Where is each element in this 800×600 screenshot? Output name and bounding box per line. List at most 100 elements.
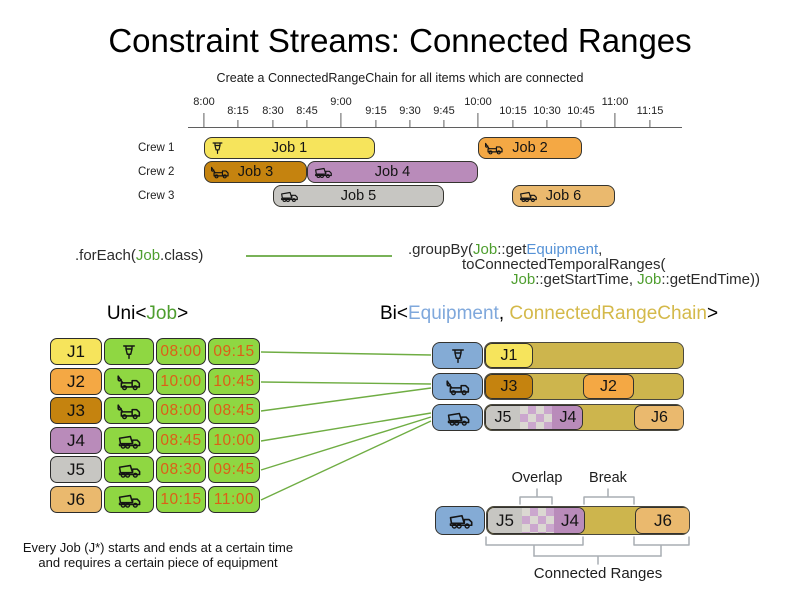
uni-row-j1-equipment xyxy=(104,338,154,365)
tick-label: 10:30 xyxy=(533,105,561,117)
segment-label: J2 xyxy=(600,377,617,395)
job-id: J4 xyxy=(67,430,85,450)
code-text: , xyxy=(598,241,603,258)
uni-row-j2-id: J2 xyxy=(50,368,102,395)
chain-segment-j3: J3 xyxy=(485,374,533,399)
jackhammer-icon xyxy=(210,141,225,156)
uni-row-j2-start: 10:00 xyxy=(156,368,206,395)
j4-part xyxy=(552,406,582,429)
bi-chain-row1: J1 xyxy=(484,342,684,369)
uni-row-j1-start: 08:00 xyxy=(156,338,206,365)
j4-part xyxy=(554,508,584,533)
job-id: J1 xyxy=(67,341,85,361)
gantt-bar-label: Job 1 xyxy=(271,140,308,156)
tick-label: 11:15 xyxy=(636,105,664,117)
crew-2-label: Crew 2 xyxy=(138,166,175,178)
dump-truck-icon xyxy=(313,165,333,179)
range1-bracket xyxy=(485,536,584,557)
code-text: toConnectedTemporalRanges( xyxy=(462,256,666,273)
tick-label: 9:30 xyxy=(399,105,421,117)
bi-chain-row2: J3 J2 xyxy=(484,373,684,400)
uni-row-j4-end: 10:00 xyxy=(208,427,260,454)
uni-row-j6-end: 11:00 xyxy=(208,486,260,513)
detail-segment-j5-j4-overlap: J5 J4 xyxy=(487,507,585,534)
gantt-bar-job1: Job 1 xyxy=(204,137,375,159)
job-id: J6 xyxy=(67,489,85,509)
code-text: .groupBy( xyxy=(408,241,474,258)
jackhammer-icon xyxy=(120,343,138,361)
job-id: J3 xyxy=(67,400,85,420)
range2-bracket xyxy=(633,536,690,557)
uni-row-j5-start: 08:30 xyxy=(156,456,206,483)
gantt-bar-job3: Job 3 xyxy=(204,161,307,183)
footer-note: Every Job (J*) starts and ends at a cert… xyxy=(10,540,306,570)
bi-header-equipment: Equipment xyxy=(408,303,499,324)
tick-label: 11:00 xyxy=(601,96,629,108)
uni-row-j3-id: J3 xyxy=(50,397,102,424)
end-time: 10:00 xyxy=(213,431,255,449)
gantt-bar-job6: Job 6 xyxy=(512,185,615,207)
end-time: 08:45 xyxy=(213,401,255,419)
end-time: 11:00 xyxy=(213,490,255,508)
start-time: 10:00 xyxy=(160,372,202,390)
end-time: 10:45 xyxy=(213,372,255,390)
stream-connector-line xyxy=(246,255,392,257)
bi-chain-row3: J5 J4 J6 xyxy=(484,404,684,431)
uni-row-j5-id: J5 xyxy=(50,456,102,483)
uni-row-j1-id: J1 xyxy=(50,338,102,365)
groupby-code-line3: Job::getStartTime, Job::getEndTime)) xyxy=(511,271,760,288)
groupby-code-line2: toConnectedTemporalRanges( xyxy=(462,256,665,273)
footer-line2: and requires a certain piece of equipmen… xyxy=(38,555,278,570)
code-text: ::getStartTime, xyxy=(535,271,638,288)
chain-segment-j5-j4-overlap: J5 J4 xyxy=(485,405,583,430)
tick-label: 10:00 xyxy=(464,96,492,108)
jackhammer-icon xyxy=(449,347,467,365)
footer-line1: Every Job (J*) starts and ends at a cert… xyxy=(22,540,294,555)
crane-truck-icon xyxy=(210,165,230,179)
break-bracket xyxy=(583,488,635,505)
uni-row-j3-equipment xyxy=(104,397,154,424)
code-job-token: Job xyxy=(637,271,662,288)
start-time: 08:00 xyxy=(160,342,202,360)
uni-row-j2-end: 10:45 xyxy=(208,368,260,395)
uni-header-text: > xyxy=(177,303,189,324)
crane-truck-icon xyxy=(116,373,142,391)
end-time: 09:15 xyxy=(213,342,255,360)
tick-label: 10:45 xyxy=(567,105,595,117)
uni-row-j3-start: 08:00 xyxy=(156,397,206,424)
uni-row-j6-start: 10:15 xyxy=(156,486,206,513)
end-time: 09:45 xyxy=(213,460,255,478)
crew-1-label: Crew 1 xyxy=(138,142,175,154)
dump-truck-icon xyxy=(116,461,142,479)
bi-equipment-jackhammer xyxy=(432,342,483,369)
gantt-bar-label: Job 5 xyxy=(340,188,377,204)
segment-label: J5 xyxy=(496,510,514,530)
overlap-checker xyxy=(520,406,552,429)
tick-label: 8:30 xyxy=(262,105,284,117)
dump-truck-icon xyxy=(447,511,474,530)
gantt-bar-job2: Job 2 xyxy=(478,137,582,159)
tick-label: 8:00 xyxy=(193,96,215,108)
tick-label: 9:45 xyxy=(433,105,455,117)
tick-label: 8:15 xyxy=(227,105,249,117)
segment-label: J4 xyxy=(561,510,579,530)
crane-truck-icon xyxy=(445,378,471,396)
code-equipment-token: Equipment xyxy=(526,241,599,258)
break-label: Break xyxy=(589,470,627,486)
code-text: .forEach( xyxy=(75,247,136,264)
uni-row-j5-end: 09:45 xyxy=(208,456,260,483)
page-title: Constraint Streams: Connected Ranges xyxy=(108,22,692,59)
tick-label: 8:45 xyxy=(296,105,318,117)
start-time: 08:45 xyxy=(160,431,202,449)
tick-label: 10:15 xyxy=(499,105,527,117)
crew-3-label: Crew 3 xyxy=(138,190,175,202)
dump-truck-icon xyxy=(116,491,142,509)
job-id: J2 xyxy=(67,371,85,391)
groupby-code-line1: .groupBy(Job::getEquipment, xyxy=(408,241,602,258)
chain-segment-j6: J6 xyxy=(634,405,683,430)
uni-row-j6-equipment xyxy=(104,486,154,513)
detail-chain-bar: J5 J4 J6 xyxy=(486,506,690,535)
segment-label: J6 xyxy=(654,510,672,530)
start-time: 10:15 xyxy=(160,490,202,508)
j5-part xyxy=(488,508,522,533)
